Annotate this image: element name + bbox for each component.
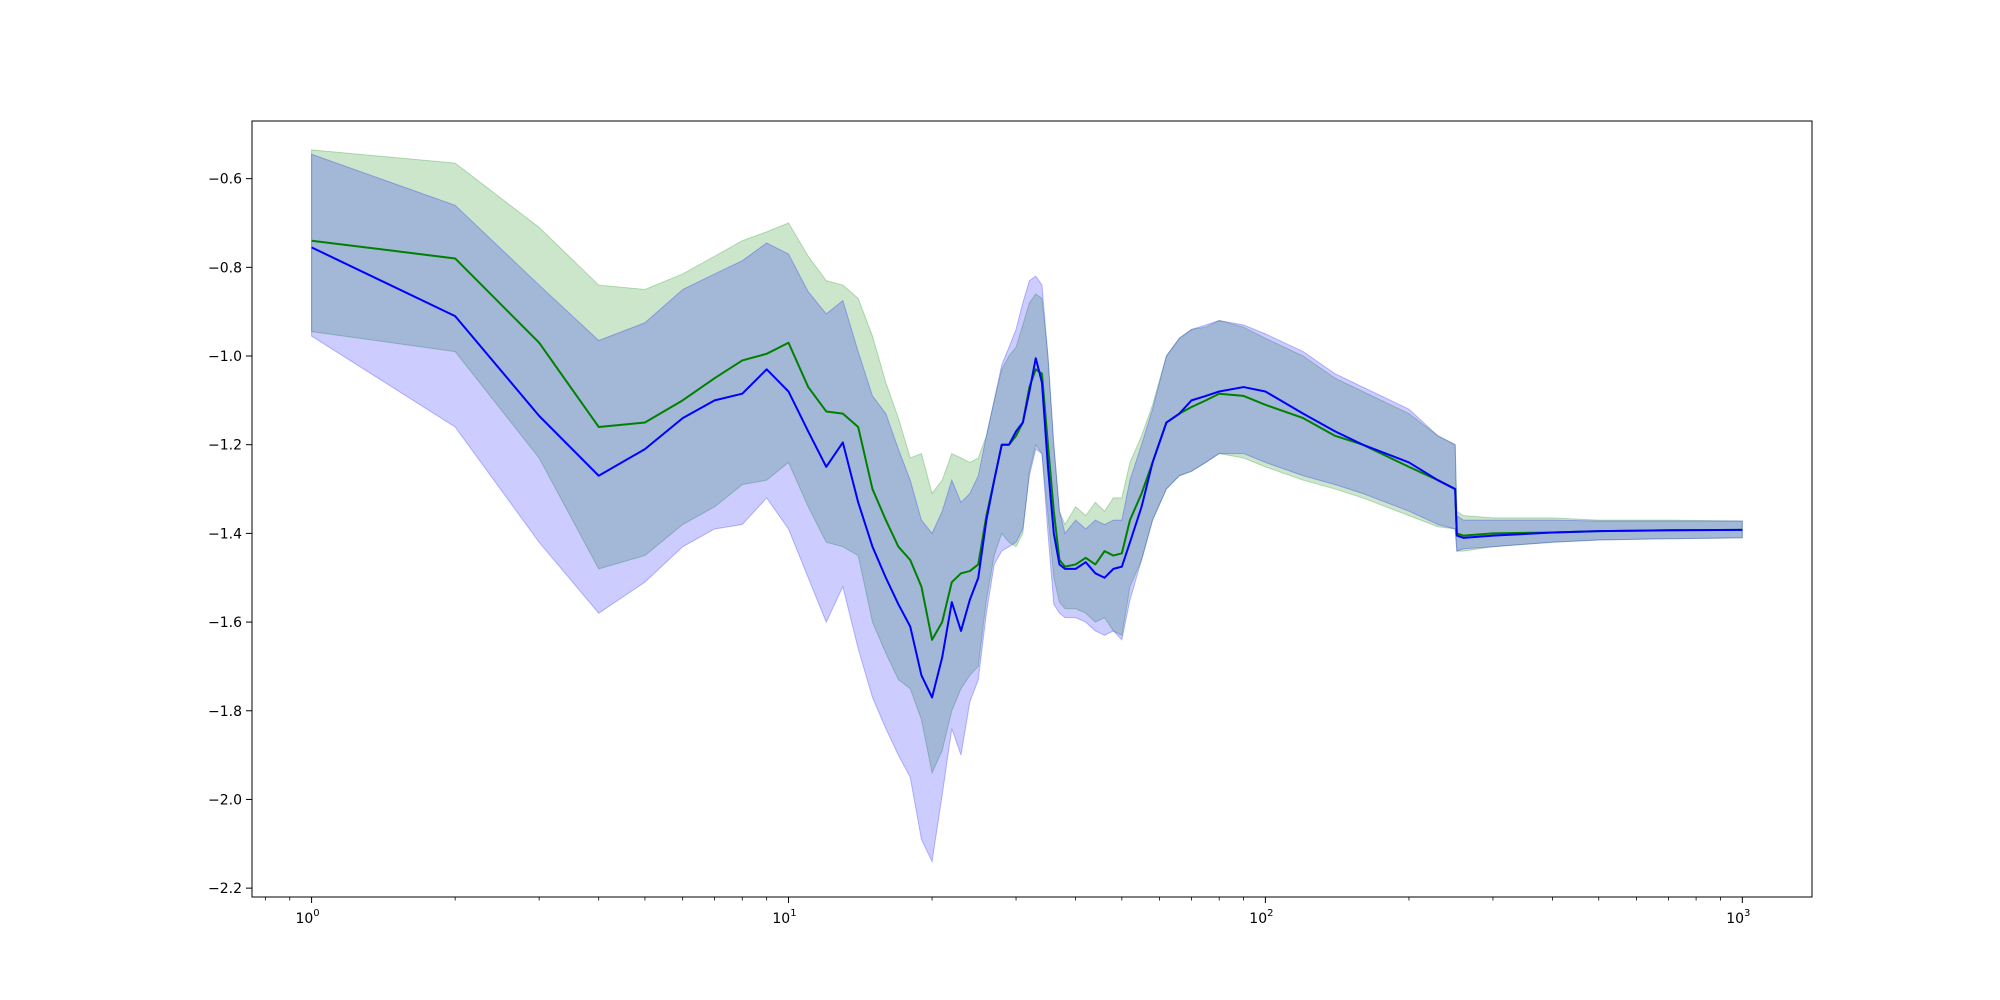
y-tick-label: −0.8 bbox=[208, 260, 242, 276]
x-tick-label: 103 bbox=[1726, 908, 1750, 927]
y-tick-label: −2.2 bbox=[208, 881, 242, 897]
y-tick-label: −0.6 bbox=[208, 172, 242, 188]
x-tick-label: 100 bbox=[295, 908, 319, 927]
y-tick-label: −1.6 bbox=[208, 615, 242, 631]
x-tick-label: 101 bbox=[772, 908, 796, 927]
y-tick-label: −1.2 bbox=[208, 438, 242, 454]
series-line-1 bbox=[311, 246, 1743, 699]
y-tick-label: −1.0 bbox=[208, 349, 242, 365]
y-tick-label: −1.8 bbox=[208, 704, 242, 720]
x-tick-label: 102 bbox=[1249, 908, 1273, 927]
y-tick-label: −2.0 bbox=[208, 792, 242, 808]
confidence-band-1 bbox=[311, 153, 1743, 864]
axes-frame bbox=[251, 120, 1813, 898]
x-axis: 100 101 102 103 bbox=[264, 897, 1750, 927]
plot-area bbox=[311, 149, 1743, 864]
series-line-0 bbox=[311, 239, 1743, 641]
y-axis: −0.6 −0.8 −1.0 −1.2 −1.4 −1.6 −1.8 −2.0 −2.2 bbox=[208, 172, 252, 897]
y-tick-label: −1.4 bbox=[208, 526, 242, 542]
confidence-band-0 bbox=[311, 149, 1743, 775]
